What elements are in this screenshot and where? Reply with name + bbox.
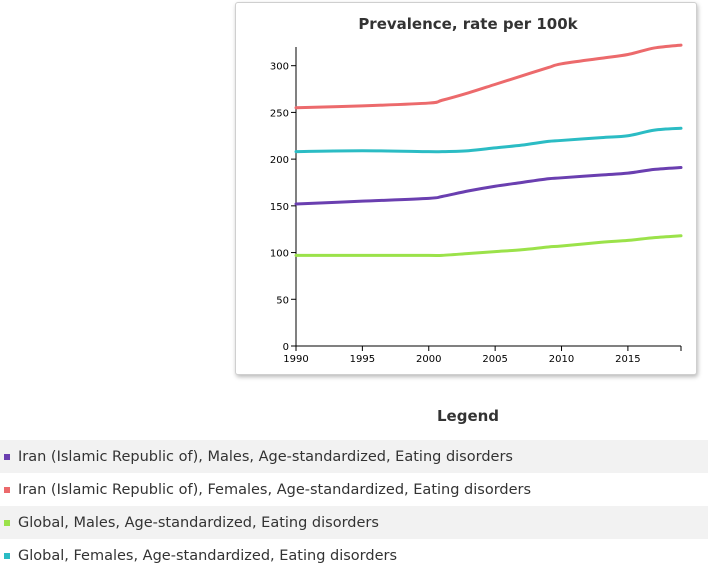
- chart-card: Prevalence, rate per 100k 0 50 100 150 200 25…: [235, 2, 697, 375]
- x-tick-label: 2010: [549, 354, 574, 365]
- legend-swatch: [4, 552, 10, 559]
- legend-swatch: [4, 453, 10, 460]
- legend-swatch: [4, 486, 10, 493]
- series-line-global-females: [294, 126, 683, 154]
- series-line-global-males: [294, 234, 683, 258]
- y-tick-label: 0: [283, 342, 289, 353]
- legend-label: Iran (Islamic Republic of), Females, Age…: [18, 481, 532, 498]
- series-line-iran-females: [294, 43, 683, 110]
- y-tick-label: 200: [270, 155, 289, 166]
- legend-item-iran-males[interactable]: Iran (Islamic Republic of), Males, Age-s…: [0, 440, 708, 473]
- legend-title: Legend: [436, 407, 500, 425]
- legend-label: Iran (Islamic Republic of), Males, Age-s…: [18, 448, 513, 465]
- legend-list: Iran (Islamic Republic of), Males, Age-s…: [0, 440, 708, 574]
- y-tick-label: 150: [270, 202, 289, 213]
- y-tick-label: 300: [270, 62, 289, 73]
- legend-item-global-males[interactable]: Global, Males, Age-standardized, Eating …: [0, 506, 708, 539]
- legend-item-iran-females[interactable]: Iran (Islamic Republic of), Females, Age…: [0, 473, 708, 506]
- x-tick-label: 2000: [416, 354, 441, 365]
- chart-title: Prevalence, rate per 100k: [358, 15, 578, 33]
- x-tick-label: 1990: [283, 354, 308, 365]
- legend-label: Global, Females, Age-standardized, Eatin…: [18, 547, 398, 564]
- series-line-iran-males: [294, 166, 683, 206]
- y-tick-label: 250: [270, 108, 289, 119]
- legend-label: Global, Males, Age-standardized, Eating …: [18, 514, 379, 531]
- y-tick-label: 50: [276, 295, 289, 306]
- x-tick-label: 1995: [350, 354, 375, 365]
- y-tick-label: 100: [270, 249, 289, 260]
- x-tick-label: 2015: [615, 354, 640, 365]
- x-tick-label: 2005: [482, 354, 507, 365]
- line-chart: Prevalence, rate per 100k 0 50 100 150 200 25…: [270, 15, 683, 365]
- legend-item-global-females[interactable]: Global, Females, Age-standardized, Eatin…: [0, 539, 708, 572]
- legend-swatch: [4, 519, 10, 526]
